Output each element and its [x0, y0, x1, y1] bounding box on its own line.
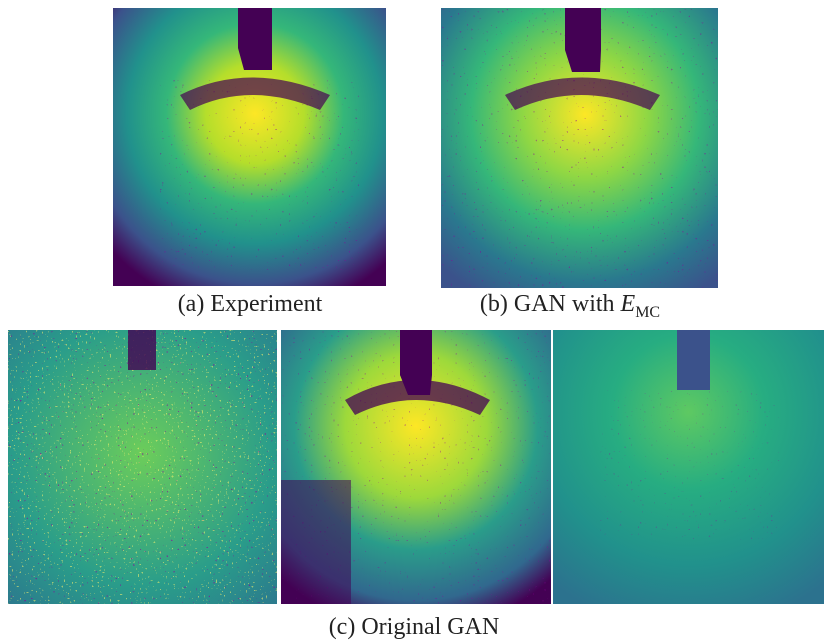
- caption-text: (b) GAN with: [480, 291, 615, 317]
- panel-c1: [8, 330, 277, 604]
- panel-c2: [281, 330, 551, 604]
- caption-symbol: E: [620, 291, 636, 317]
- panel-c3: [553, 330, 824, 604]
- panel-a: [113, 8, 386, 286]
- caption-subscript: MC: [635, 304, 660, 321]
- caption: (a) Experiment: [178, 291, 323, 317]
- panel-b: [441, 8, 718, 288]
- figure: (a) Experiment (b) GAN with EMC (c) Orig…: [0, 0, 829, 641]
- caption: (c) Original GAN: [329, 614, 500, 640]
- caption: (b) GAN with EMC: [480, 291, 660, 321]
